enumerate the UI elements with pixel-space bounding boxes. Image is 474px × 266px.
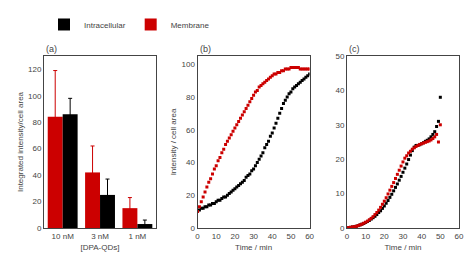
svg-text:80: 80 xyxy=(32,118,41,127)
svg-text:3 nM: 3 nM xyxy=(91,232,109,241)
svg-text:100: 100 xyxy=(182,60,196,69)
svg-text:30: 30 xyxy=(335,121,344,130)
svg-text:10: 10 xyxy=(212,232,221,241)
svg-text:40: 40 xyxy=(32,171,41,180)
svg-text:0: 0 xyxy=(190,224,195,233)
svg-text:60: 60 xyxy=(455,232,464,241)
svg-text:20: 20 xyxy=(230,232,239,241)
svg-text:1 nM: 1 nM xyxy=(128,232,146,241)
svg-text:20: 20 xyxy=(335,155,344,164)
svg-text:0: 0 xyxy=(195,232,200,241)
svg-text:40: 40 xyxy=(268,232,277,241)
svg-text:0: 0 xyxy=(37,224,42,233)
svg-text:10: 10 xyxy=(361,232,370,241)
svg-text:10: 10 xyxy=(335,189,344,198)
svg-text:(b): (b) xyxy=(200,44,211,54)
svg-text:Membrane: Membrane xyxy=(171,21,210,30)
svg-text:0: 0 xyxy=(345,232,350,241)
svg-text:20: 20 xyxy=(380,232,389,241)
svg-text:60: 60 xyxy=(305,232,314,241)
svg-text:40: 40 xyxy=(186,158,195,167)
svg-text:30: 30 xyxy=(249,232,258,241)
svg-text:10 nM: 10 nM xyxy=(52,232,75,241)
svg-text:60: 60 xyxy=(186,126,195,135)
svg-text:(c): (c) xyxy=(349,44,360,54)
svg-text:40: 40 xyxy=(417,232,426,241)
svg-text:60: 60 xyxy=(32,144,41,153)
svg-text:100: 100 xyxy=(28,91,42,100)
svg-text:Time / min: Time / min xyxy=(235,243,272,252)
svg-text:Integrated intensity/cell area: Integrated intensity/cell area xyxy=(16,91,25,192)
svg-text:(a): (a) xyxy=(46,44,57,54)
svg-text:0: 0 xyxy=(340,224,345,233)
svg-text:20: 20 xyxy=(32,197,41,206)
svg-text:80: 80 xyxy=(186,93,195,102)
svg-text:50: 50 xyxy=(436,232,445,241)
svg-text:20: 20 xyxy=(186,191,195,200)
svg-text:Intracellular: Intracellular xyxy=(84,21,126,30)
svg-text:[DPA-QDs]: [DPA-QDs] xyxy=(81,243,120,252)
svg-text:50: 50 xyxy=(286,232,295,241)
svg-text:120: 120 xyxy=(28,65,42,74)
svg-text:50: 50 xyxy=(335,52,344,61)
svg-text:40: 40 xyxy=(335,86,344,95)
svg-text:Time / min: Time / min xyxy=(384,243,421,252)
svg-text:30: 30 xyxy=(399,232,408,241)
svg-text:Intensity / cell area: Intensity / cell area xyxy=(169,108,178,175)
